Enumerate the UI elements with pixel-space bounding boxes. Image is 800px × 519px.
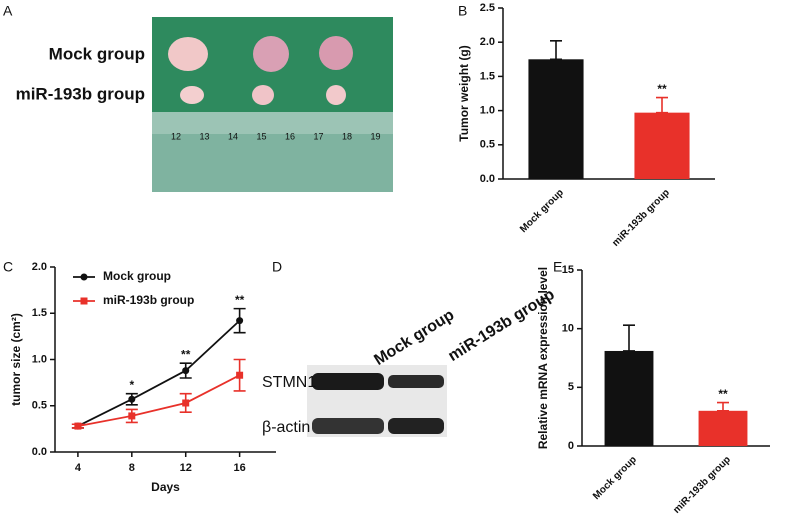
photo-row-label: Mock group: [49, 44, 145, 63]
point: [128, 395, 136, 403]
panel-label: D: [272, 259, 282, 275]
y-tick-label: 0.5: [32, 400, 47, 412]
legend-label: Mock group: [103, 269, 171, 283]
annotation: **: [235, 293, 245, 307]
y-tick-label: 2.0: [480, 36, 495, 48]
ruler-number: 16: [285, 131, 295, 141]
x-tick-label: 16: [233, 462, 245, 474]
y-tick-label: 0.5: [480, 139, 495, 151]
y-tick-label: 2.0: [32, 261, 47, 273]
y-tick-label: 1.0: [480, 105, 495, 117]
y-axis-label: Relative mRNA expression level: [536, 267, 550, 449]
y-tick-label: 10: [562, 323, 574, 335]
ruler-number: 13: [199, 131, 209, 141]
ruler-number: 17: [313, 131, 323, 141]
annotation: **: [718, 387, 728, 401]
x-axis-label: Days: [151, 480, 180, 494]
y-tick-label: 0.0: [32, 446, 47, 458]
legend-marker: [80, 273, 88, 281]
point: [236, 371, 244, 379]
series-line: [77, 319, 241, 427]
blot-row-label: β-actin: [262, 419, 310, 436]
y-tick-label: 1.5: [32, 307, 47, 319]
annotation: **: [657, 82, 667, 96]
point: [74, 422, 82, 430]
y-axis-label: Tumor weight (g): [457, 45, 471, 141]
panel-label: E: [553, 259, 562, 275]
bar: [634, 112, 690, 179]
tumor-photo: [152, 17, 393, 192]
panel-label: A: [3, 3, 13, 19]
photo-row-label: miR-193b group: [16, 84, 145, 103]
bar: [528, 59, 584, 179]
point: [236, 317, 244, 325]
y-tick-label: 2.5: [480, 2, 495, 14]
series-line: [77, 374, 241, 427]
annotation: *: [129, 378, 134, 392]
x-tick-label: 12: [180, 462, 192, 474]
annotation: **: [181, 347, 191, 361]
ruler-number: 14: [228, 131, 238, 141]
y-tick-label: 0.0: [480, 173, 495, 185]
western-blot: [307, 365, 447, 437]
panel-label: C: [3, 259, 13, 275]
ruler-number: 12: [171, 131, 181, 141]
point: [128, 412, 136, 420]
x-tick-label: 4: [75, 462, 82, 474]
legend-marker: [80, 297, 88, 305]
bar: [604, 350, 654, 446]
y-tick-label: 5: [568, 381, 574, 393]
x-tick-label: 8: [129, 462, 135, 474]
ruler-number: 15: [256, 131, 266, 141]
y-tick-label: 1.0: [32, 353, 47, 365]
blot-row-label: STMN1: [262, 374, 316, 391]
y-axis-label: tumor size (cm²): [9, 313, 23, 406]
point: [182, 367, 190, 375]
y-tick-label: 1.5: [480, 70, 495, 82]
point: [182, 399, 190, 407]
y-tick-label: 0: [568, 440, 574, 452]
y-tick-label: 15: [562, 264, 574, 276]
ruler-number: 18: [342, 131, 352, 141]
panel-label: B: [458, 3, 467, 19]
bar: [698, 410, 748, 446]
legend-label: miR-193b group: [103, 293, 194, 307]
ruler-number: 19: [370, 131, 380, 141]
